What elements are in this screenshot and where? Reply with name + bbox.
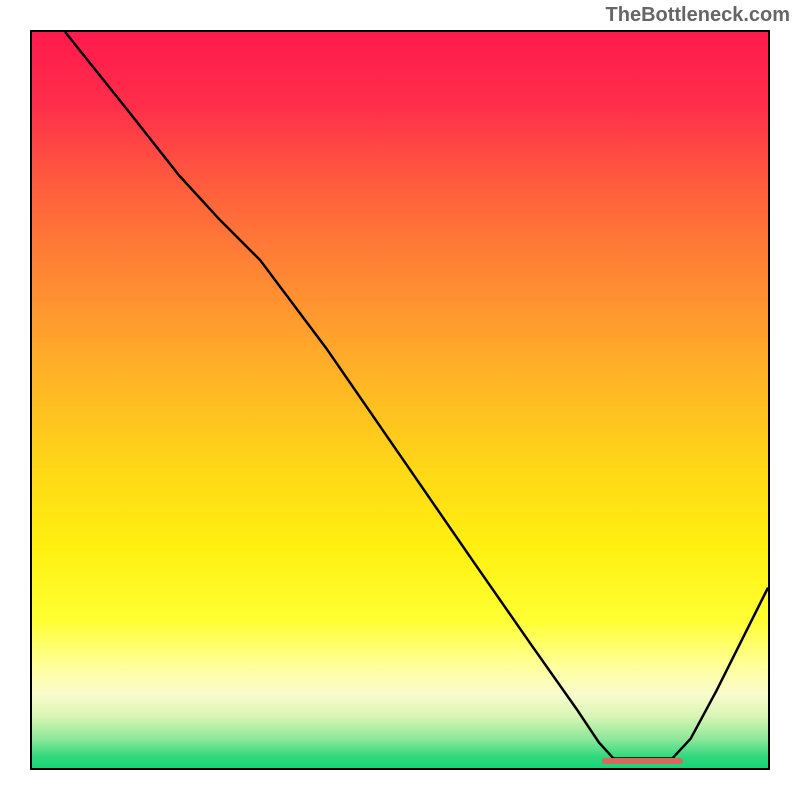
chart-plot-area [30,30,770,770]
optimal-range-marker [602,758,683,764]
watermark-text: TheBottleneck.com [606,4,790,27]
bottleneck-curve [32,32,768,768]
